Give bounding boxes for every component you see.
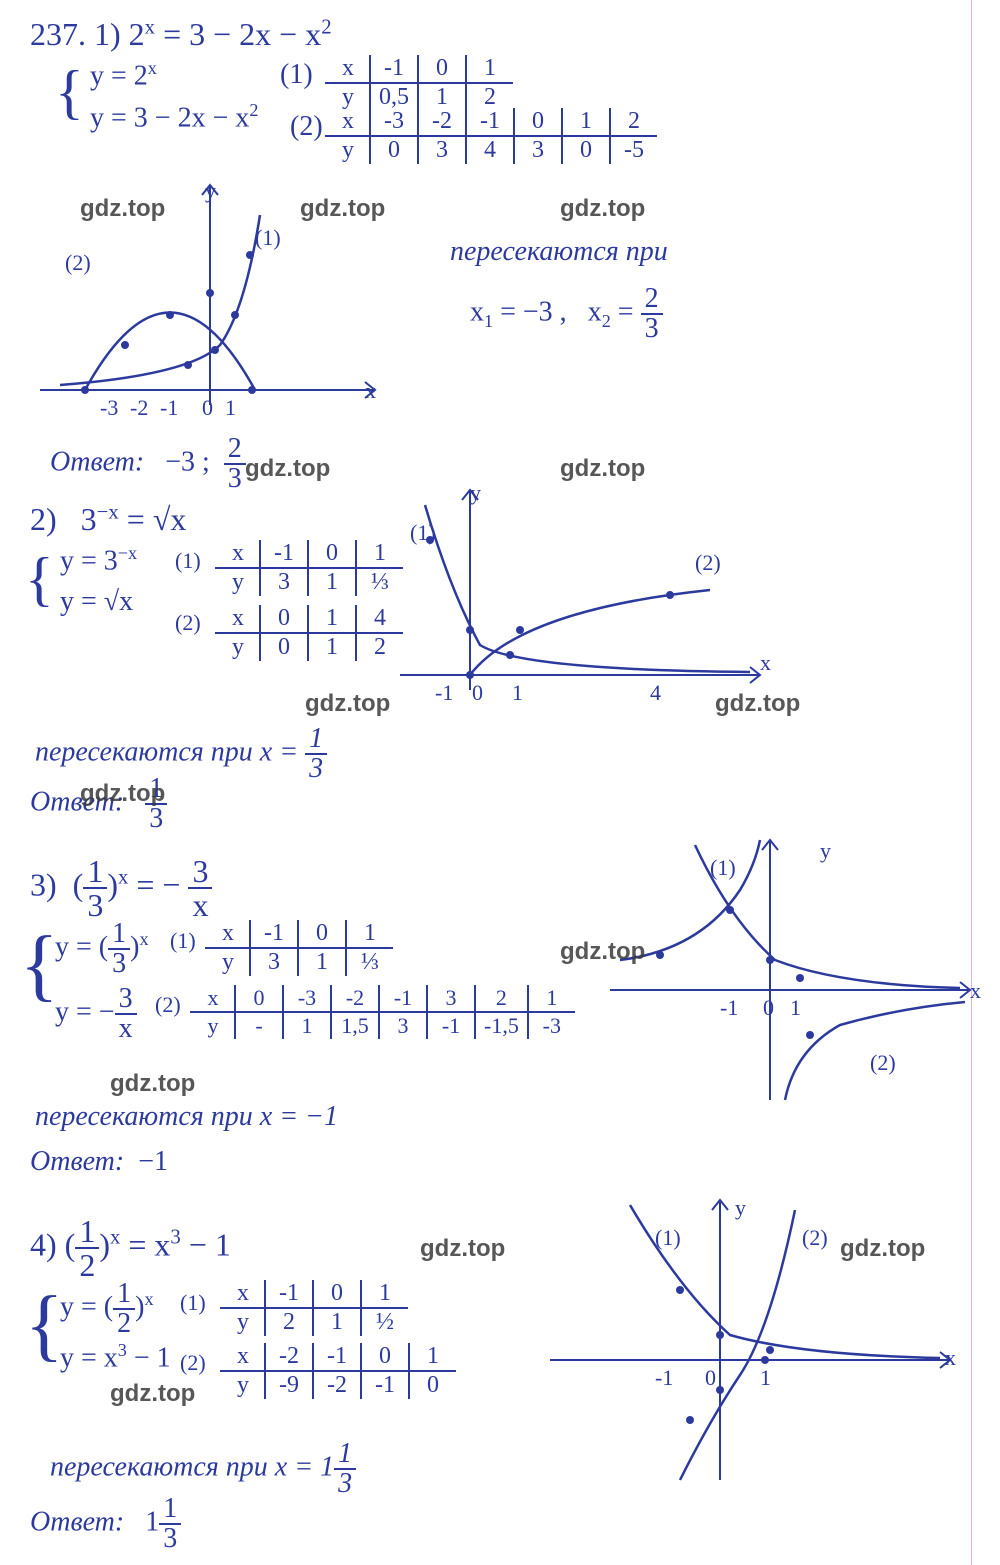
watermark: gdz.top	[80, 195, 165, 223]
p4-xt0: -1	[655, 1365, 673, 1391]
p4-table2: x-2-101 y-9-2-10	[220, 1343, 456, 1399]
p4-ylabel: y	[735, 1195, 746, 1221]
p2-sys1: y = 3−x	[60, 543, 137, 578]
p4-answer: Ответ: 113	[30, 1495, 181, 1553]
p2-ylabel: y	[470, 480, 481, 506]
p1-tag1: (1)	[280, 58, 313, 92]
p1-sys2: y = 3 − 2x − x2	[90, 100, 258, 135]
p4-g-tag2: (2)	[802, 1225, 828, 1251]
p3-intersect: пересекаются при x = −1	[35, 1100, 338, 1134]
watermark: gdz.top	[110, 1380, 195, 1408]
p3-g-tag2: (2)	[870, 1050, 896, 1076]
watermark: gdz.top	[300, 195, 385, 223]
p1-xtick1: -3	[100, 395, 118, 421]
p1-sys1: y = 2x	[90, 58, 157, 93]
p3-xt0: -1	[720, 995, 738, 1021]
p3-header: 3) (13)x = − 3x	[30, 855, 212, 921]
p1-xtick3: -1	[160, 395, 178, 421]
p2-graph	[390, 480, 770, 710]
p1-g-tag1: (1)	[255, 225, 281, 251]
p2-tag1: (1)	[175, 548, 201, 574]
p4-sys1: y = (12)x	[60, 1280, 154, 1338]
p1-xtick2: -2	[130, 395, 148, 421]
watermark: gdz.top	[420, 1235, 505, 1263]
p3-sys1: y = (13)x	[55, 920, 149, 978]
p2-g-tag1: (1)	[410, 520, 436, 546]
p4-header: 4) (12)x = x3 − 1	[30, 1215, 231, 1281]
watermark: gdz.top	[245, 455, 330, 483]
p3-answer: Ответ: −1	[30, 1145, 168, 1179]
p2-table1: x-101 y31⅓	[215, 540, 403, 596]
p3-xt2: 1	[790, 995, 801, 1021]
p3-brace: {	[20, 920, 58, 1011]
p4-g-tag1: (1)	[655, 1225, 681, 1251]
p2-tag2: (2)	[175, 610, 201, 636]
p1-answer: Ответ: −3 ; 23	[50, 435, 246, 493]
watermark: gdz.top	[840, 1235, 925, 1263]
watermark: gdz.top	[305, 690, 390, 718]
p1-g-tag2: (2)	[65, 250, 91, 276]
p3-ylabel: y	[820, 838, 831, 864]
p1-header: 237. 1) 2x = 3 − 2x − x2	[30, 15, 332, 53]
watermark: gdz.top	[110, 1070, 195, 1098]
p3-tag2: (2)	[155, 992, 181, 1018]
p1-xlabel: x	[365, 378, 376, 404]
p2-header: 2) 3−x = √x	[30, 500, 186, 538]
p4-sys2: y = x3 − 1	[60, 1340, 171, 1375]
p2-xt0: -1	[435, 680, 453, 706]
p4-xt2: 1	[760, 1365, 771, 1391]
p2-brace: {	[25, 545, 54, 614]
p1-brace: {	[55, 58, 84, 127]
p2-g-tag2: (2)	[695, 550, 721, 576]
p4-xlabel: x	[945, 1345, 956, 1371]
watermark: gdz.top	[560, 455, 645, 483]
p1-table1: x-101 y0,512	[325, 55, 513, 111]
p4-intersect: пересекаются при x = 113	[50, 1440, 356, 1498]
p3-xt1: 0	[763, 995, 774, 1021]
p2-sys2: y = √x	[60, 585, 133, 619]
p4-brace: {	[25, 1280, 63, 1371]
p2-xt3: 4	[650, 680, 661, 706]
p1-x1: x1 = −3 , x2 = 23	[470, 285, 663, 343]
p2-xt1: 0	[472, 680, 483, 706]
p4-table1: x-101 y21½	[220, 1280, 408, 1336]
p3-graph	[600, 830, 980, 1110]
p1-ylabel: y	[205, 178, 216, 204]
watermark: gdz.top	[715, 690, 800, 718]
p4-tag1: (1)	[180, 1290, 206, 1316]
watermark: gdz.top	[560, 938, 645, 966]
p3-sys2: y = −3x	[55, 985, 137, 1043]
p3-xlabel: x	[970, 978, 981, 1004]
watermark: gdz.top	[560, 195, 645, 223]
p4-tag2: (2)	[180, 1350, 206, 1376]
margin-line	[971, 0, 972, 1565]
p2-table2: x014 y012	[215, 605, 403, 661]
p4-xt1: 0	[705, 1365, 716, 1391]
p1-intersect: пересекаются при	[450, 235, 668, 269]
p2-xlabel: x	[760, 650, 771, 676]
p1-tag2: (2)	[290, 110, 323, 144]
p2-xt2: 1	[512, 680, 523, 706]
p1-xtick4: 0	[202, 395, 213, 421]
p1-table2: x-3-2-1012 y03430-5	[325, 108, 657, 164]
p1-xtick5: 1	[225, 395, 236, 421]
p3-tag1: (1)	[170, 928, 196, 954]
p3-table2: x0-3-2-1321 y-11,53-1-1,5-3	[190, 985, 575, 1039]
p3-table1: x-101 y31⅓	[205, 920, 393, 976]
watermark: gdz.top	[80, 780, 165, 808]
p3-g-tag1: (1)	[710, 855, 736, 881]
